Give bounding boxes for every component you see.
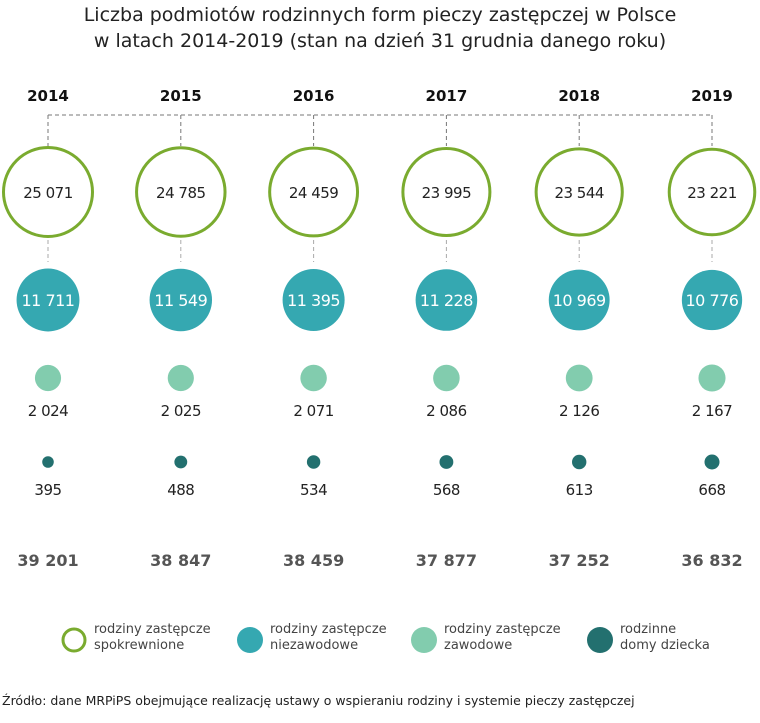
- legend-outline-circle-icon: [61, 627, 87, 653]
- bubble-1: [16, 268, 80, 332]
- bubble-3: [704, 454, 720, 470]
- value-label: 10 969: [553, 291, 606, 310]
- value-label: 2 024: [28, 402, 68, 420]
- value-label: 11 549: [154, 291, 207, 310]
- year-label: 2015: [160, 87, 202, 105]
- bubble-0: [534, 147, 624, 237]
- bubble-3: [306, 455, 321, 469]
- bubble-2: [565, 364, 593, 392]
- value-label: 2 167: [692, 402, 732, 420]
- value-label: 2 086: [426, 402, 466, 420]
- bubble-2: [433, 364, 460, 392]
- bubble-0: [268, 146, 360, 238]
- bubble-0: [401, 146, 492, 238]
- total-label: 37 252: [549, 551, 610, 570]
- legend-label: domy dziecka: [620, 638, 710, 653]
- bubble-1: [282, 268, 345, 332]
- total-label: 37 877: [416, 551, 477, 570]
- total-label: 38 459: [283, 551, 344, 570]
- source-note: Źródło: dane MRPiPS obejmujące realizacj…: [2, 693, 635, 708]
- value-label: 534: [300, 481, 327, 499]
- chart-subtitle: w latach 2014-2019 (stan na dzień 31 gru…: [93, 30, 667, 52]
- value-label: 568: [433, 481, 460, 499]
- value-label: 613: [566, 481, 593, 499]
- value-label: 11 228: [420, 291, 473, 310]
- bubble-2: [34, 364, 62, 392]
- legend-label: rodziny zastępcze: [444, 622, 561, 637]
- value-label: 2 071: [293, 402, 333, 420]
- bubble-3: [174, 455, 188, 469]
- bubble-2: [698, 364, 726, 392]
- total-label: 38 847: [150, 551, 211, 570]
- total-label: 36 832: [681, 551, 742, 570]
- legend-item-zawodowe: rodziny zastępcze zawodowe: [410, 622, 561, 654]
- value-label: 24 459: [289, 184, 339, 202]
- legend-label: spokrewnione: [94, 638, 185, 653]
- bubble-0: [2, 146, 94, 238]
- value-label: 23 221: [687, 184, 737, 202]
- year-label: 2018: [558, 87, 600, 105]
- value-label: 488: [167, 481, 194, 499]
- year-label: 2014: [27, 87, 69, 105]
- value-label: 24 785: [156, 184, 206, 202]
- value-label: 23 544: [554, 184, 604, 202]
- legend-item-spokrewnione: rodziny zastępcze spokrewnione: [60, 622, 211, 654]
- bubble-1: [149, 268, 213, 332]
- value-label: 11 395: [287, 291, 340, 310]
- bubble-2: [167, 364, 194, 392]
- value-label: 2 025: [161, 402, 201, 420]
- legend-darkteal-circle-icon: [587, 627, 613, 653]
- value-label: 668: [698, 481, 725, 499]
- bubble-0: [667, 147, 757, 237]
- bubble-1: [548, 269, 610, 331]
- bubble-3: [439, 455, 454, 469]
- value-label: 11 711: [22, 291, 75, 310]
- legend-label: rodziny zastępcze: [94, 622, 211, 637]
- bubble-0: [135, 146, 227, 238]
- legend-lightgreen-circle-icon: [411, 627, 437, 653]
- bubble-3: [572, 454, 587, 470]
- bubble-1: [681, 269, 743, 331]
- legend-teal-circle-icon: [237, 627, 263, 653]
- chart-title: Liczba podmiotów rodzinnych form pieczy …: [83, 4, 677, 26]
- year-label: 2016: [293, 87, 335, 105]
- year-label: 2017: [426, 87, 468, 105]
- bubble-3: [42, 456, 54, 468]
- legend-item-niezawodowe: rodziny zastępcze niezawodowe: [236, 622, 387, 654]
- legend-label: zawodowe: [444, 638, 513, 653]
- value-label: 2 126: [559, 402, 599, 420]
- legend-label: rodzinne: [620, 622, 677, 637]
- bubble-2: [300, 364, 327, 392]
- value-label: 25 071: [23, 184, 73, 202]
- year-label: 2019: [691, 87, 733, 105]
- legend-label: rodziny zastępcze: [270, 622, 387, 637]
- bubble-chart: 2014 25 071 11 711 2 024 395 39 201 2015 24 785…: [2, 87, 757, 570]
- legend-item-domy-dziecka: rodzinne domy dziecka: [586, 622, 710, 654]
- total-label: 39 201: [17, 551, 78, 570]
- bubble-1: [415, 269, 478, 331]
- value-label: 23 995: [422, 184, 472, 202]
- value-label: 10 776: [686, 291, 739, 310]
- value-label: 395: [34, 481, 61, 499]
- legend-label: niezawodowe: [270, 638, 359, 653]
